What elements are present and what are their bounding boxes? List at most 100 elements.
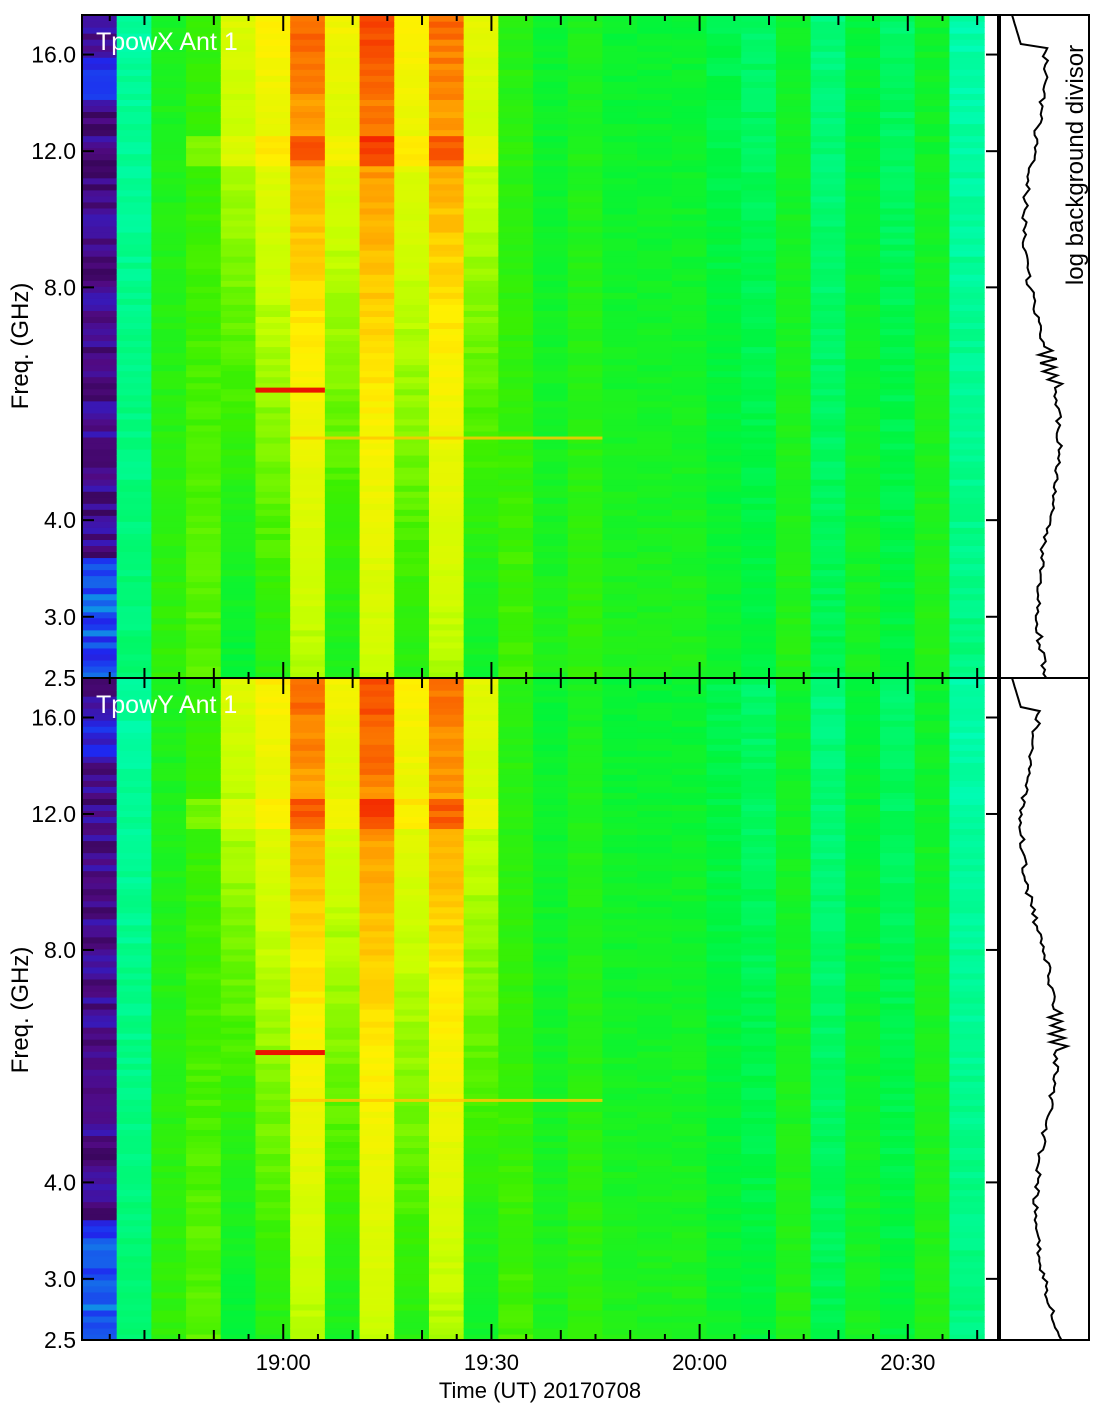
heatmap-cell [359, 936, 395, 944]
heatmap-cell [775, 370, 812, 378]
heatmap-cell [741, 310, 777, 317]
bottom-panel: 2.53.04.08.012.016.019:00 19:30 20:00 20:30… [7, 677, 1090, 1403]
heatmap-cell [671, 195, 708, 203]
heatmap-cell [186, 304, 222, 311]
heatmap-cell [463, 1033, 499, 1040]
heatmap-cell [463, 159, 499, 167]
heatmap-cell [845, 316, 881, 323]
heatmap-cell [290, 828, 326, 836]
heatmap-cell [290, 1021, 326, 1028]
heatmap-cell [186, 1069, 222, 1076]
heatmap-cell [706, 1261, 742, 1269]
heatmap-cell [498, 1333, 534, 1340]
heatmap-cell [741, 491, 777, 498]
heatmap-cell [498, 1081, 534, 1088]
heatmap-cell [394, 569, 430, 577]
heatmap-cell [914, 533, 951, 540]
heatmap-cell [463, 1117, 499, 1124]
heatmap-cell [637, 201, 673, 209]
heatmap-cell [880, 256, 916, 263]
heatmap-cell [637, 870, 673, 878]
heatmap-cell [428, 27, 465, 34]
heatmap-cell [116, 978, 152, 986]
heatmap-cell [394, 1165, 430, 1173]
heatmap-cell [82, 569, 118, 577]
heatmap-cell [324, 1219, 361, 1227]
heatmap-cell [810, 671, 846, 678]
heatmap-cell [359, 515, 395, 522]
heatmap-cell [186, 322, 222, 330]
heatmap-cell [567, 81, 604, 88]
heatmap-cell [255, 1081, 291, 1088]
heatmap-cell [880, 201, 916, 209]
heatmap-cell [290, 207, 326, 215]
heatmap-cell [220, 1117, 257, 1124]
heatmap-cell [602, 430, 638, 438]
heatmap-cell [463, 1225, 499, 1233]
heatmap-cell [741, 533, 777, 540]
heatmap-cell [290, 575, 326, 583]
heatmap-cell [290, 768, 326, 775]
heatmap-cell [151, 1291, 187, 1299]
heatmap-cell [533, 762, 569, 769]
heatmap-cell [82, 804, 118, 811]
heatmap-cell [567, 268, 604, 275]
heatmap-cell [498, 870, 534, 878]
heatmap-cell [428, 1039, 465, 1046]
heatmap-cell [671, 298, 708, 305]
heatmap-cell [810, 376, 846, 384]
heatmap-cell [463, 617, 499, 625]
heatmap-cell [220, 418, 257, 426]
heatmap-cell [82, 454, 118, 462]
heatmap-cell [463, 1021, 499, 1028]
heatmap-cell [602, 213, 638, 221]
heatmap-cell [671, 280, 708, 287]
heatmap-cell [394, 1009, 430, 1016]
heatmap-cell [290, 250, 326, 257]
heatmap-cell [186, 966, 222, 974]
heatmap-cell [498, 1243, 534, 1251]
heatmap-cell [220, 87, 257, 94]
heatmap-cell [671, 972, 708, 980]
heatmap-cell [186, 81, 222, 88]
heatmap-cell [463, 1045, 499, 1052]
heatmap-cell [82, 1291, 118, 1299]
heatmap-cell [602, 1129, 638, 1136]
heatmap-cell [359, 111, 395, 119]
heatmap-cell [186, 39, 222, 46]
heatmap-cell [567, 900, 604, 908]
heatmap-cell [324, 370, 361, 378]
heatmap-cell [359, 310, 395, 317]
heatmap-cell [637, 690, 673, 697]
heatmap-cell [290, 659, 326, 667]
heatmap-cell [602, 1177, 638, 1185]
heatmap-cell [637, 485, 673, 492]
heatmap-cell [463, 1147, 499, 1155]
heatmap-cell [498, 720, 534, 727]
heatmap-cell [741, 394, 777, 402]
heatmap-cell [602, 1033, 638, 1040]
heatmap-cell [324, 1015, 361, 1022]
heatmap-cell [741, 141, 777, 149]
heatmap-cell [949, 485, 985, 492]
heatmap-cell [498, 27, 534, 34]
heatmap-cell [428, 1075, 465, 1082]
heatmap-cell [220, 750, 257, 757]
heatmap-cell [567, 527, 604, 534]
heatmap-cell [706, 280, 742, 287]
heatmap-cell [359, 129, 395, 137]
heatmap-cell [359, 1165, 395, 1173]
heatmap-cell [880, 45, 916, 52]
heatmap-cell [428, 744, 465, 751]
heatmap-cell [359, 286, 395, 293]
heatmap-cell [220, 876, 257, 884]
heatmap-cell [914, 286, 951, 293]
heatmap-cell [428, 972, 465, 980]
heatmap-cell [116, 87, 152, 94]
heatmap-cell [637, 611, 673, 619]
heatmap-cell [186, 840, 222, 848]
heatmap-cell [428, 1243, 465, 1251]
heatmap-cell [533, 135, 569, 143]
heatmap-cell [290, 370, 326, 378]
heatmap-cell [463, 1333, 499, 1340]
